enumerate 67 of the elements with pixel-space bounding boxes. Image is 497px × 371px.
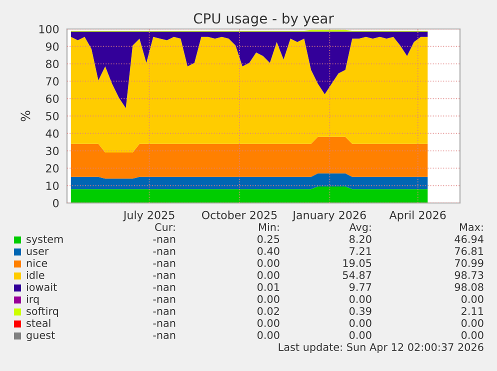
text: 0.02 [257,307,279,316]
text: -nan [153,309,176,316]
text: 98.08 [454,283,484,292]
legend-label: user [26,249,49,256]
text: -nan [153,261,176,268]
y-tick-label: 70 [46,77,59,86]
y-tick-label: 60 [46,94,59,103]
text: -nan [153,333,176,340]
text: Max: [460,223,483,232]
x-tick-label: January 2026 [292,210,366,222]
text: 76.81 [455,247,484,256]
legend-label: softirq [26,306,58,318]
legend-label: nice [26,258,48,268]
text: Cur: [155,223,175,232]
text: -nan [153,321,176,328]
legend-label: steal [26,318,50,328]
text: 0.00 [257,295,280,304]
text: 0.01 [257,283,280,292]
legend-label: irq [26,294,39,306]
text: 0.00 [349,331,372,340]
x-tick-label: October 2025 [202,210,277,220]
text: 98.73 [454,271,484,280]
legend-label: guest [26,332,55,342]
text: 0.39 [349,307,372,316]
y-tick-label: 100 [39,24,59,34]
text: 7.21 [350,247,372,255]
y-tick-label: 30 [46,146,59,156]
text: 70.99 [455,259,484,268]
text: 9.77 [349,283,372,292]
y-axis-title: % [20,110,30,122]
text: -nan [153,237,176,244]
text: 0.00 [349,295,372,304]
text: 54.87 [342,271,372,280]
text: 0.00 [349,319,372,328]
y-tick-label: 90 [46,42,59,51]
text: 0.00 [257,319,280,328]
legend-label: iowait [26,282,57,292]
y-tick-label: 0 [53,198,59,208]
x-tick-label: April 2026 [389,210,446,222]
text: 46.94 [454,235,484,244]
text: 0.00 [257,259,280,268]
y-tick-label: 80 [46,60,59,68]
text: -nan [153,285,176,292]
legend-label: idle [26,270,44,280]
y-tick-label: 40 [46,129,59,138]
text: 19.05 [343,259,372,268]
text: 0.25 [257,235,280,244]
text: 0.40 [257,247,280,256]
text: 0.00 [257,331,280,340]
text: 0.00 [461,319,484,328]
text: -nan [153,273,176,280]
text: 2.11 [462,307,484,315]
y-tick-label: 20 [46,164,59,173]
text: 8.20 [350,235,372,244]
text: 0.00 [461,295,484,304]
text: -nan [153,249,176,256]
x-tick-label: July 2025 [122,210,174,222]
chart-title: CPU usage - by year [194,12,334,26]
y-tick-label: 10 [46,182,59,190]
text: -nan [153,297,176,304]
text: Min: [259,222,279,231]
legend-label: system [26,236,63,246]
text: Avg: [349,223,371,234]
text: Last update: Sun Apr 12 02:00:37 2026 [278,342,484,354]
y-tick-label: 50 [46,112,59,120]
text: 0.00 [257,271,280,280]
text: 0.00 [461,331,484,340]
